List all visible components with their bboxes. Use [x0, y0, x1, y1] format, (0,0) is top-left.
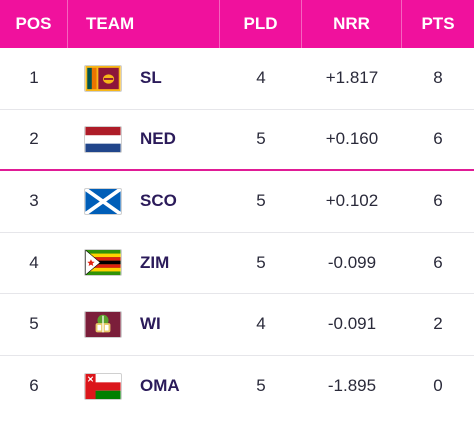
sri-lanka-flag-icon — [84, 64, 122, 92]
row-pts: 6 — [433, 252, 443, 272]
row-pld: 4 — [256, 314, 266, 334]
row-pts: 6 — [433, 191, 443, 211]
table-row[interactable]: 3 SCO 5 +0.102 6 — [0, 171, 474, 233]
row-team[interactable]: ZIM — [68, 233, 220, 294]
row-pos: 4 — [29, 252, 39, 272]
header-nrr[interactable]: NRR — [302, 0, 402, 48]
row-team[interactable]: OMA — [68, 356, 220, 418]
row-pld: 5 — [256, 376, 266, 396]
row-pld: 5 — [256, 252, 266, 272]
row-nrr: +0.102 — [325, 191, 379, 211]
row-nrr: -0.099 — [327, 252, 377, 272]
row-pld: 5 — [256, 129, 266, 149]
table-row[interactable]: 6 OMA 5 -1.895 0 — [0, 356, 474, 418]
table-row[interactable]: 1 SL 4 +1.817 8 — [0, 48, 474, 110]
west-indies-flag-icon — [84, 310, 122, 338]
netherlands-flag-icon — [84, 125, 122, 153]
table-row[interactable]: 2 NED 5 +0.160 6 — [0, 110, 474, 171]
oman-flag-icon — [84, 372, 122, 400]
table-header: POS TEAM PLD NRR PTS — [0, 0, 474, 48]
header-pld[interactable]: PLD — [220, 0, 302, 48]
row-team[interactable]: SL — [68, 48, 220, 109]
team-code: ZIM — [140, 252, 170, 272]
row-pos: 5 — [29, 314, 39, 334]
zimbabwe-flag-icon — [84, 249, 122, 277]
header-pos[interactable]: POS — [0, 0, 68, 48]
row-nrr: +0.160 — [325, 129, 379, 149]
row-pos: 6 — [29, 376, 39, 396]
row-pld: 5 — [256, 191, 266, 211]
table-row[interactable]: 4 ZIM 5 -0.099 6 — [0, 233, 474, 294]
row-pts: 8 — [433, 68, 443, 88]
row-pld: 4 — [256, 68, 266, 88]
row-pos: 2 — [29, 129, 39, 149]
row-pts: 0 — [433, 376, 443, 396]
table-row[interactable]: 5 WI 4 -0.091 2 — [0, 294, 474, 356]
row-pts: 2 — [433, 314, 443, 334]
row-pos: 1 — [29, 68, 39, 88]
header-team[interactable]: TEAM — [68, 0, 220, 48]
team-code: WI — [140, 314, 161, 334]
row-pos: 3 — [29, 191, 39, 211]
team-code: OMA — [140, 376, 180, 396]
row-team[interactable]: NED — [68, 110, 220, 170]
team-code: SL — [140, 68, 162, 88]
row-pts: 6 — [433, 129, 443, 149]
row-nrr: -0.091 — [327, 314, 377, 334]
row-nrr: -1.895 — [327, 376, 377, 396]
team-code: SCO — [140, 191, 177, 211]
scotland-flag-icon — [84, 187, 122, 215]
row-nrr: +1.817 — [325, 68, 379, 88]
row-team[interactable]: SCO — [68, 171, 220, 232]
team-code: NED — [140, 129, 176, 149]
header-pts[interactable]: PTS — [421, 14, 455, 33]
row-team[interactable]: WI — [68, 294, 220, 355]
